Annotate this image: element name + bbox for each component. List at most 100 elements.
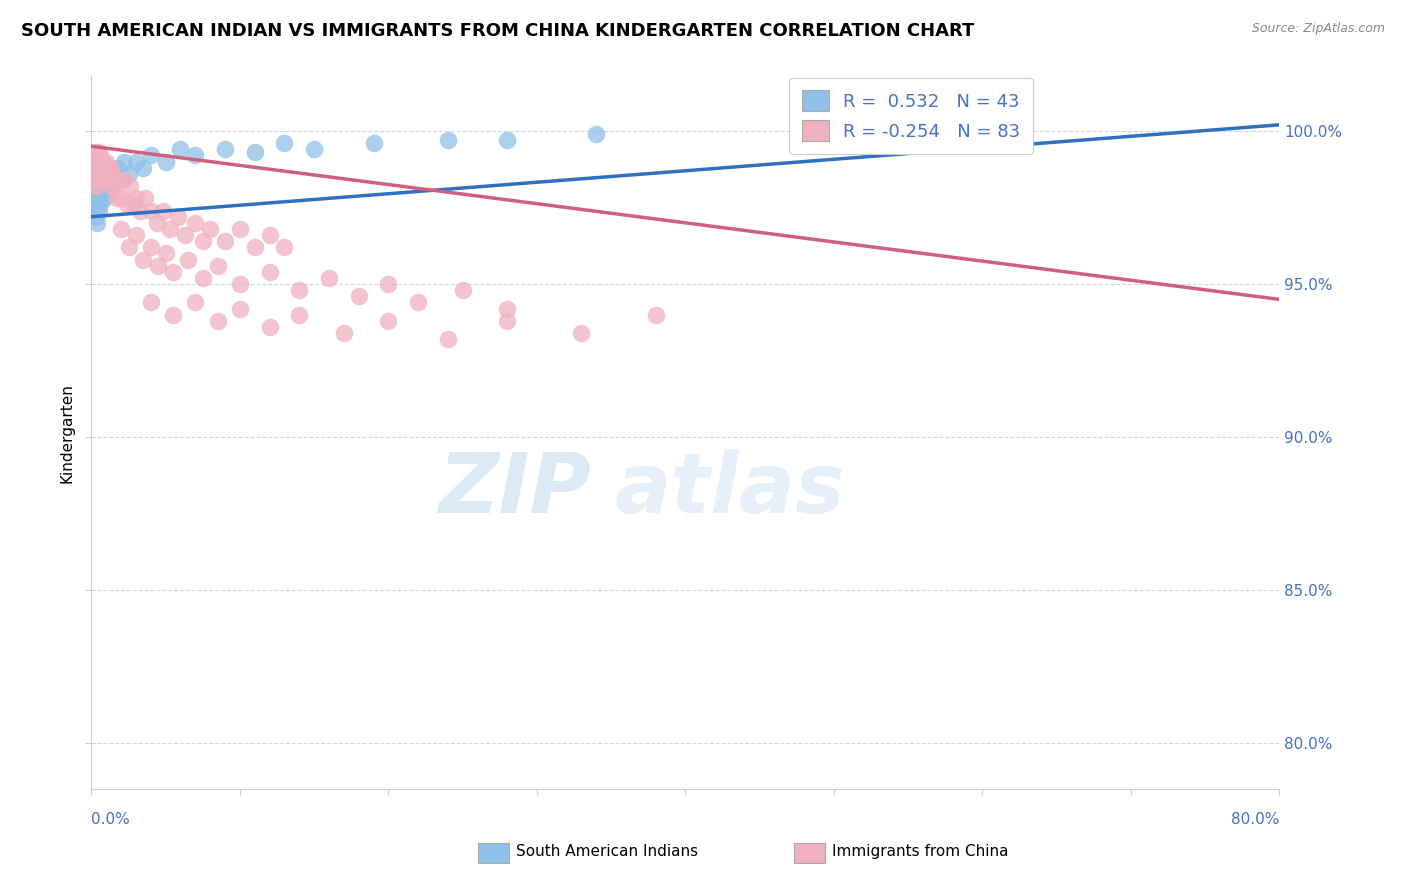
Point bbox=[96, 154, 118, 169]
Text: atlas: atlas bbox=[614, 450, 845, 530]
Point bbox=[139, 295, 162, 310]
Point bbox=[148, 259, 170, 273]
Point bbox=[125, 154, 148, 169]
Point bbox=[184, 216, 207, 230]
Point bbox=[288, 308, 311, 322]
Point bbox=[87, 145, 110, 160]
Point bbox=[103, 167, 125, 181]
Point bbox=[377, 314, 399, 328]
Point bbox=[155, 154, 177, 169]
Point bbox=[98, 161, 121, 175]
Point bbox=[91, 154, 114, 169]
Point bbox=[86, 154, 108, 169]
Point bbox=[273, 136, 295, 151]
Point bbox=[89, 161, 111, 175]
Point bbox=[496, 314, 519, 328]
Point bbox=[87, 203, 110, 218]
Point bbox=[91, 173, 114, 187]
Point bbox=[288, 283, 311, 297]
Point bbox=[229, 301, 252, 316]
Point bbox=[91, 179, 114, 194]
Point bbox=[83, 169, 105, 184]
Point bbox=[132, 252, 155, 267]
Point bbox=[644, 308, 666, 322]
Point bbox=[83, 154, 105, 169]
Point bbox=[84, 210, 107, 224]
Point bbox=[259, 228, 281, 243]
Point bbox=[125, 228, 148, 243]
Y-axis label: Kindergarten: Kindergarten bbox=[59, 383, 75, 483]
Point bbox=[94, 167, 117, 181]
Point bbox=[100, 179, 122, 194]
Point bbox=[86, 179, 108, 194]
Point bbox=[112, 154, 135, 169]
Point bbox=[98, 167, 121, 181]
Point bbox=[104, 179, 127, 194]
Point bbox=[184, 148, 207, 162]
Point bbox=[229, 222, 252, 236]
Point bbox=[94, 191, 117, 205]
Point bbox=[84, 145, 107, 160]
Text: South American Indians: South American Indians bbox=[516, 845, 699, 859]
Text: 0.0%: 0.0% bbox=[91, 812, 131, 827]
Point bbox=[571, 326, 593, 340]
Point bbox=[110, 222, 132, 236]
Point bbox=[139, 148, 162, 162]
Legend: R =  0.532   N = 43, R = -0.254   N = 83: R = 0.532 N = 43, R = -0.254 N = 83 bbox=[789, 78, 1033, 153]
Point bbox=[118, 179, 141, 194]
Point bbox=[100, 179, 122, 194]
Point bbox=[87, 161, 110, 175]
Point bbox=[86, 216, 108, 230]
Point bbox=[84, 179, 107, 194]
Point bbox=[89, 148, 111, 162]
Point bbox=[84, 176, 107, 190]
Point bbox=[191, 271, 214, 285]
Point bbox=[451, 283, 474, 297]
Text: ZIP: ZIP bbox=[437, 450, 591, 530]
Point bbox=[243, 240, 266, 254]
Point bbox=[139, 240, 162, 254]
Point bbox=[115, 197, 138, 211]
Point bbox=[177, 252, 200, 267]
Point bbox=[155, 246, 177, 260]
Point bbox=[214, 142, 236, 156]
Point bbox=[90, 154, 112, 169]
Point bbox=[134, 191, 156, 205]
Point bbox=[363, 136, 385, 151]
Point bbox=[125, 191, 148, 205]
Point bbox=[207, 314, 229, 328]
Point bbox=[84, 191, 107, 205]
Point bbox=[585, 127, 607, 141]
Point bbox=[89, 179, 111, 194]
Point bbox=[139, 203, 162, 218]
Point bbox=[82, 201, 104, 215]
Point bbox=[83, 167, 105, 181]
Point bbox=[333, 326, 356, 340]
Point bbox=[152, 203, 174, 218]
Point bbox=[159, 222, 181, 236]
Point bbox=[107, 173, 129, 187]
Point bbox=[97, 185, 120, 199]
Point bbox=[86, 197, 108, 211]
Point bbox=[496, 301, 519, 316]
Point bbox=[107, 161, 129, 175]
Point bbox=[84, 161, 107, 175]
Text: Source: ZipAtlas.com: Source: ZipAtlas.com bbox=[1251, 22, 1385, 36]
Point bbox=[104, 173, 127, 187]
Point bbox=[273, 240, 295, 254]
Point bbox=[90, 173, 112, 187]
Point bbox=[89, 197, 111, 211]
Point bbox=[214, 234, 236, 248]
Point bbox=[318, 271, 340, 285]
Point bbox=[169, 142, 191, 156]
Text: Immigrants from China: Immigrants from China bbox=[832, 845, 1010, 859]
Point bbox=[105, 191, 128, 205]
Point bbox=[96, 161, 118, 175]
Point bbox=[132, 161, 155, 175]
Point bbox=[184, 295, 207, 310]
Point bbox=[162, 265, 184, 279]
Point bbox=[145, 216, 167, 230]
Point bbox=[166, 210, 188, 224]
Text: 80.0%: 80.0% bbox=[1232, 812, 1279, 827]
Point bbox=[89, 167, 111, 181]
